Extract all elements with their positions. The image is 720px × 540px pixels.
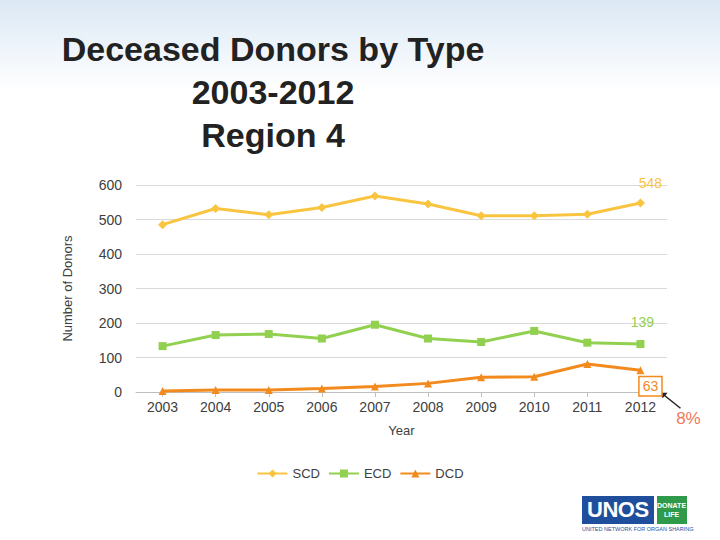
- svg-text:2009: 2009: [466, 399, 497, 415]
- svg-text:ECD: ECD: [364, 466, 391, 481]
- svg-text:2005: 2005: [253, 399, 284, 415]
- svg-text:SCD: SCD: [292, 466, 319, 481]
- svg-text:548: 548: [639, 175, 663, 191]
- svg-text:2007: 2007: [359, 399, 390, 415]
- svg-text:2003: 2003: [147, 399, 178, 415]
- svg-text:Deceased Donors by Type: Deceased Donors by Type: [62, 30, 485, 68]
- svg-text:DCD: DCD: [435, 466, 463, 481]
- svg-text:2012: 2012: [625, 399, 656, 415]
- svg-text:500: 500: [99, 212, 123, 228]
- svg-text:2006: 2006: [306, 399, 337, 415]
- svg-text:2008: 2008: [412, 399, 443, 415]
- svg-text:8%: 8%: [676, 409, 701, 428]
- html-text:UNOS: UNOS: [587, 497, 649, 522]
- svg-text:2004: 2004: [200, 399, 231, 415]
- html-text:DONATE LIFE: DONATE LIFE: [657, 502, 687, 518]
- svg-text:400: 400: [99, 246, 123, 262]
- svg-text:2011: 2011: [572, 399, 602, 415]
- svg-text:Year: Year: [388, 423, 415, 438]
- svg-text:63: 63: [643, 378, 659, 394]
- svg-text:100: 100: [99, 350, 123, 366]
- html-text:UNITED NETWORK FOR ORGAN SHARI: UNITED NETWORK FOR ORGAN SHARING: [582, 526, 694, 532]
- svg-text:139: 139: [631, 314, 655, 330]
- svg-text:0: 0: [114, 384, 122, 400]
- svg-text:300: 300: [99, 281, 123, 297]
- svg-text:Region 4: Region 4: [201, 116, 345, 154]
- svg-text:200: 200: [99, 315, 123, 331]
- svg-text:2010: 2010: [519, 399, 550, 415]
- svg-text:600: 600: [99, 177, 123, 193]
- svg-text:Number of Donors: Number of Donors: [60, 235, 75, 342]
- svg-text:2003-2012: 2003-2012: [192, 73, 355, 111]
